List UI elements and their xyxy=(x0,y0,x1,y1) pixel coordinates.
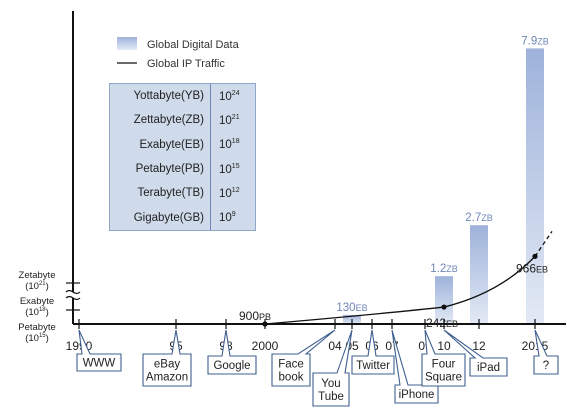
bar-value-label: 7.9ZB xyxy=(521,35,549,47)
event-callout-box xyxy=(312,329,353,407)
y-unit-name: Petabyte xyxy=(18,322,56,333)
legend: Global Digital Data Global IP Traffic xyxy=(117,37,240,70)
y-unit-labels: Zetabyte(1021) Exabyte(1018) Petabyte(1015… xyxy=(18,270,56,344)
event-callout-text: book xyxy=(279,372,304,384)
event-callout-box xyxy=(421,329,466,387)
event-callout-box xyxy=(351,329,395,375)
event-callout-text: Face xyxy=(278,359,304,371)
unit-name-cell: Zettabyte(ZB) xyxy=(110,108,211,133)
data-bar xyxy=(470,225,488,324)
event-callout-box xyxy=(207,329,257,375)
event-callout-box xyxy=(533,329,559,375)
unit-value-cell: 1018 xyxy=(219,138,240,152)
ip-traffic-projection xyxy=(534,231,553,257)
unit-value-cell: 1012 xyxy=(219,187,240,200)
data-bar xyxy=(435,276,453,324)
y-unit-power: (1021) xyxy=(25,281,49,292)
event-callout-box xyxy=(142,329,192,387)
event-callout-box xyxy=(443,329,508,377)
event-callout-text: Four xyxy=(432,359,456,371)
x-tick-label: 10 xyxy=(437,339,451,353)
ip-traffic-label: 966EB xyxy=(516,261,548,275)
bar-value-label: 2.7ZB xyxy=(465,212,493,224)
event-callout-text: ? xyxy=(543,360,549,372)
bar-value-label: 1.2ZB xyxy=(430,263,458,275)
event-callout-text: You xyxy=(321,378,340,390)
unit-table: Yottabyte(YB) 1024 Zettabyte(ZB) 1021 Exabyt… xyxy=(109,83,256,231)
unit-table-grid: Yottabyte(YB) 1024 Zettabyte(ZB) 1021 Exabyt… xyxy=(110,84,255,230)
unit-value-cell: 1024 xyxy=(219,89,240,103)
event-callout-text: Amazon xyxy=(146,372,188,384)
event-callout-text: iPad xyxy=(477,362,500,374)
ip-traffic-label: 900PB xyxy=(239,309,271,323)
unit-value-cell: 109 xyxy=(219,211,236,225)
x-tick-label: 04 xyxy=(328,339,342,353)
bar-value-label: 130EB xyxy=(336,302,367,314)
ip-traffic-label: 242EB xyxy=(426,316,458,330)
unit-table-row: Petabyte(PB) 1015 xyxy=(110,156,255,182)
unit-table-row: Terabyte(TB) 1012 xyxy=(110,181,255,206)
unit-table-row: Gigabyte(GB) 109 xyxy=(110,205,255,230)
ip-traffic-point xyxy=(441,304,447,310)
data-bar xyxy=(526,48,544,325)
x-tick-label: 2000 xyxy=(252,339,279,353)
y-unit-name: Exabyte xyxy=(20,296,54,307)
y-axis-break-mark xyxy=(65,289,81,301)
event-callout-box xyxy=(76,329,122,372)
unit-table-row: Zettabyte(ZB) 1021 xyxy=(110,108,255,133)
event-callout-text: WWW xyxy=(83,358,116,370)
event-callout-text: Square xyxy=(425,372,462,384)
legend-bar-swatch xyxy=(117,37,137,50)
unit-name-cell: Petabyte(PB) xyxy=(110,156,211,182)
unit-table-row: Yottabyte(YB) 1024 xyxy=(110,84,255,109)
ip-traffic-point xyxy=(262,321,268,327)
y-unit-power: (1018) xyxy=(25,307,49,318)
y-unit-name: Zetabyte xyxy=(19,270,56,281)
unit-name-cell: Yottabyte(YB) xyxy=(110,84,211,109)
y-unit-power: (1015) xyxy=(25,333,49,344)
legend-line-label: Global IP Traffic xyxy=(147,58,225,70)
unit-value-cell: 1021 xyxy=(219,114,240,127)
event-callout-text: Tube xyxy=(318,391,344,403)
y-axis xyxy=(65,11,81,324)
unit-name-cell: Exabyte(EB) xyxy=(110,132,211,157)
unit-value-cell: 1015 xyxy=(219,162,240,176)
event-callout-text: eBay xyxy=(154,359,180,371)
ip-traffic-point xyxy=(532,253,538,259)
unit-name-cell: Terabyte(TB) xyxy=(110,181,211,206)
ip-traffic-line-layer: 900PB 242EB 966EB xyxy=(239,231,553,330)
legend-bar-label: Global Digital Data xyxy=(147,39,240,51)
event-callout-text: Google xyxy=(213,360,250,372)
event-callout-box xyxy=(271,329,336,387)
event-callout-text: iPhone xyxy=(399,389,435,401)
event-callout-text: Twitter xyxy=(356,360,390,372)
unit-table-row: Exabyte(EB) 1018 xyxy=(110,132,255,157)
x-tick-label: 12 xyxy=(472,339,486,353)
ip-traffic-line xyxy=(264,255,536,325)
bars-layer: 130EB 1.2ZB 2.7ZB 7.9ZB xyxy=(336,35,549,325)
unit-name-cell: Gigabyte(GB) xyxy=(110,205,211,230)
